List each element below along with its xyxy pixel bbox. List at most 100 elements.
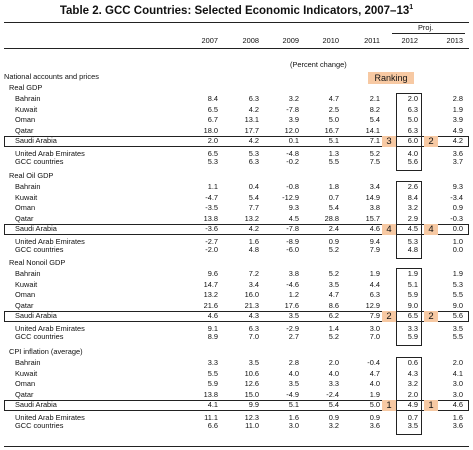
country-label: Oman: [15, 115, 36, 125]
cell-value: 1.8: [328, 182, 339, 191]
cell-value: 3.6: [452, 148, 463, 158]
cell-value: 6.0: [407, 136, 418, 146]
cell-value: 14.1: [365, 125, 380, 135]
cell-value: 17.6: [284, 300, 299, 310]
country-label: GCC countries: [15, 157, 64, 167]
cell-value: 13.2: [203, 290, 218, 300]
cell-value: 5.9: [207, 379, 218, 389]
cell-value: 13.8: [203, 389, 218, 399]
cell-value: 2.0: [328, 358, 339, 367]
cell-value: 0.4: [248, 182, 259, 191]
cell-value: 2.0: [407, 94, 418, 103]
cell-value: 9.0: [407, 300, 418, 310]
cell-value: 6.3: [248, 94, 259, 103]
cell-value: -4.9: [286, 389, 299, 399]
cell-value: 4.2: [248, 104, 259, 114]
year-header-2010: 2010: [322, 36, 339, 45]
cell-value: -7.8: [286, 224, 299, 234]
cell-value: 3.5: [328, 279, 339, 289]
cell-value: 6.3: [369, 290, 380, 300]
cell-value: -7.8: [286, 104, 299, 114]
cell-value: 5.6: [452, 311, 463, 321]
country-label: United Arab Emirates: [15, 148, 85, 158]
cell-value: 14.7: [203, 279, 218, 289]
country-label: Bahrain: [15, 269, 41, 278]
country-label: GCC countries: [15, 421, 64, 431]
cell-value: 6.3: [407, 125, 418, 135]
cell-value: 12.3: [244, 412, 259, 422]
cell-value: 4.8: [407, 245, 418, 255]
cell-value: -0.2: [286, 157, 299, 167]
cell-value: 4.6: [369, 224, 380, 234]
country-label: GCC countries: [15, 332, 64, 342]
cell-value: 3.0: [452, 379, 463, 389]
cell-value: 4.5: [407, 224, 418, 234]
cell-value: 8.4: [207, 94, 218, 103]
cell-value: 7.2: [248, 269, 259, 278]
cell-value: 3.2: [328, 421, 339, 431]
country-label: Oman: [15, 290, 36, 300]
cell-value: 1.9: [452, 104, 463, 114]
ranking-label: Ranking: [368, 72, 414, 84]
cell-value: -0.4: [367, 358, 380, 367]
proj-rule: [392, 33, 465, 34]
cell-value: 1.9: [452, 269, 463, 278]
cell-value: 7.0: [248, 332, 259, 342]
cell-value: 6.3: [248, 157, 259, 167]
cell-value: 0.0: [452, 224, 463, 234]
cell-value: 5.0: [407, 115, 418, 125]
cell-value: 3.6: [452, 421, 463, 431]
country-label: Kuwait: [15, 192, 38, 202]
cell-value: 1.0: [452, 236, 463, 246]
cell-value: 3.2: [288, 94, 299, 103]
year-header-2012: 2012: [401, 36, 418, 45]
cell-value: 3.3: [328, 379, 339, 389]
cell-value: 2.7: [288, 332, 299, 342]
cell-value: 3.5: [248, 358, 259, 367]
cell-value: 10.6: [244, 368, 259, 378]
cell-value: 4.7: [328, 290, 339, 300]
cell-value: 21.3: [244, 300, 259, 310]
cell-value: -2.0: [205, 245, 218, 255]
cell-value: -12.9: [282, 192, 299, 202]
country-label: Bahrain: [15, 182, 41, 191]
unit-label: (Percent change): [290, 60, 347, 69]
cell-value: 4.0: [369, 379, 380, 389]
cell-value: 4.0: [288, 368, 299, 378]
cell-value: 13.1: [244, 115, 259, 125]
cell-value: 0.9: [369, 412, 380, 422]
cell-value: 4.7: [328, 94, 339, 103]
cell-value: 1.1: [207, 182, 218, 191]
col-2012-box: [396, 181, 422, 259]
cell-value: 0.9: [452, 203, 463, 213]
cell-value: 2.0: [452, 358, 463, 367]
cell-value: 13.8: [203, 213, 218, 223]
cell-value: 6.3: [248, 323, 259, 333]
cell-value: 2.1: [369, 94, 380, 103]
country-label: Kuwait: [15, 104, 38, 114]
cell-value: 5.5: [452, 332, 463, 342]
cell-value: 5.9: [407, 332, 418, 342]
rank-badge-2013: 2: [424, 310, 438, 322]
section-title: CPI inflation (average): [9, 347, 83, 356]
cell-value: 3.3: [207, 358, 218, 367]
col-2012-box: [396, 357, 422, 435]
cell-value: 2.0: [207, 136, 218, 146]
cell-value: 6.2: [328, 311, 339, 321]
country-label: Qatar: [15, 125, 34, 135]
cell-value: 3.4: [248, 279, 259, 289]
rank-badge-2012: 2: [382, 310, 396, 322]
rank-badge-2012: 4: [382, 223, 396, 235]
cell-value: 0.7: [407, 412, 418, 422]
rank-badge-2013: 4: [424, 223, 438, 235]
cell-value: 3.8: [288, 269, 299, 278]
cell-value: 8.2: [369, 104, 380, 114]
cell-value: 6.6: [207, 421, 218, 431]
country-label: Saudi Arabia: [15, 136, 57, 146]
cell-value: 1.3: [328, 148, 339, 158]
country-label: United Arab Emirates: [15, 412, 85, 422]
cell-value: 3.5: [288, 379, 299, 389]
country-label: Qatar: [15, 213, 34, 223]
cell-value: 7.5: [369, 157, 380, 167]
cell-value: -3.5: [205, 203, 218, 213]
